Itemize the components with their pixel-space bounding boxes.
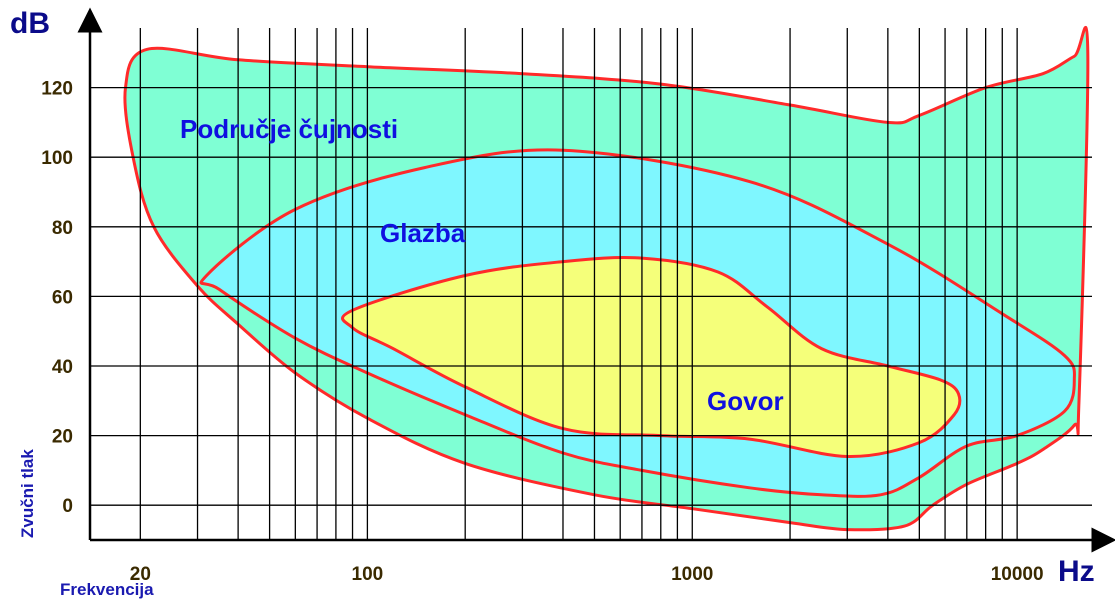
y-tick-label: 80 [52,218,73,239]
region-label-glazba: Glazba [380,218,466,248]
region-label-podrucje-cujnosti: Područje čujnosti [180,114,398,144]
axes-layer [77,7,1115,553]
x-tick-label: 20 [130,564,151,585]
y-tick-label: 20 [52,427,73,448]
y-axis-label: Zvučni tlak [18,449,37,538]
tick-label-layer: 0 20 40 60 80 100 120 20 100 1000 10000 [41,79,1043,585]
y-tick-label: 40 [52,357,73,378]
x-tick-label: 100 [352,564,384,585]
y-axis-unit: dB [10,7,50,40]
x-tick-label: 1000 [671,564,713,585]
y-tick-label: 60 [52,287,73,308]
grid-layer [90,28,1092,540]
x-axis-label: Frekvencija [60,580,154,599]
y-tick-label: 100 [41,148,73,169]
y-tick-label: 0 [62,496,73,517]
x-axis-unit: Hz [1058,555,1095,588]
y-tick-label: 120 [41,79,73,100]
x-tick-label: 10000 [991,564,1044,585]
region-label-govor: Govor [707,386,784,416]
